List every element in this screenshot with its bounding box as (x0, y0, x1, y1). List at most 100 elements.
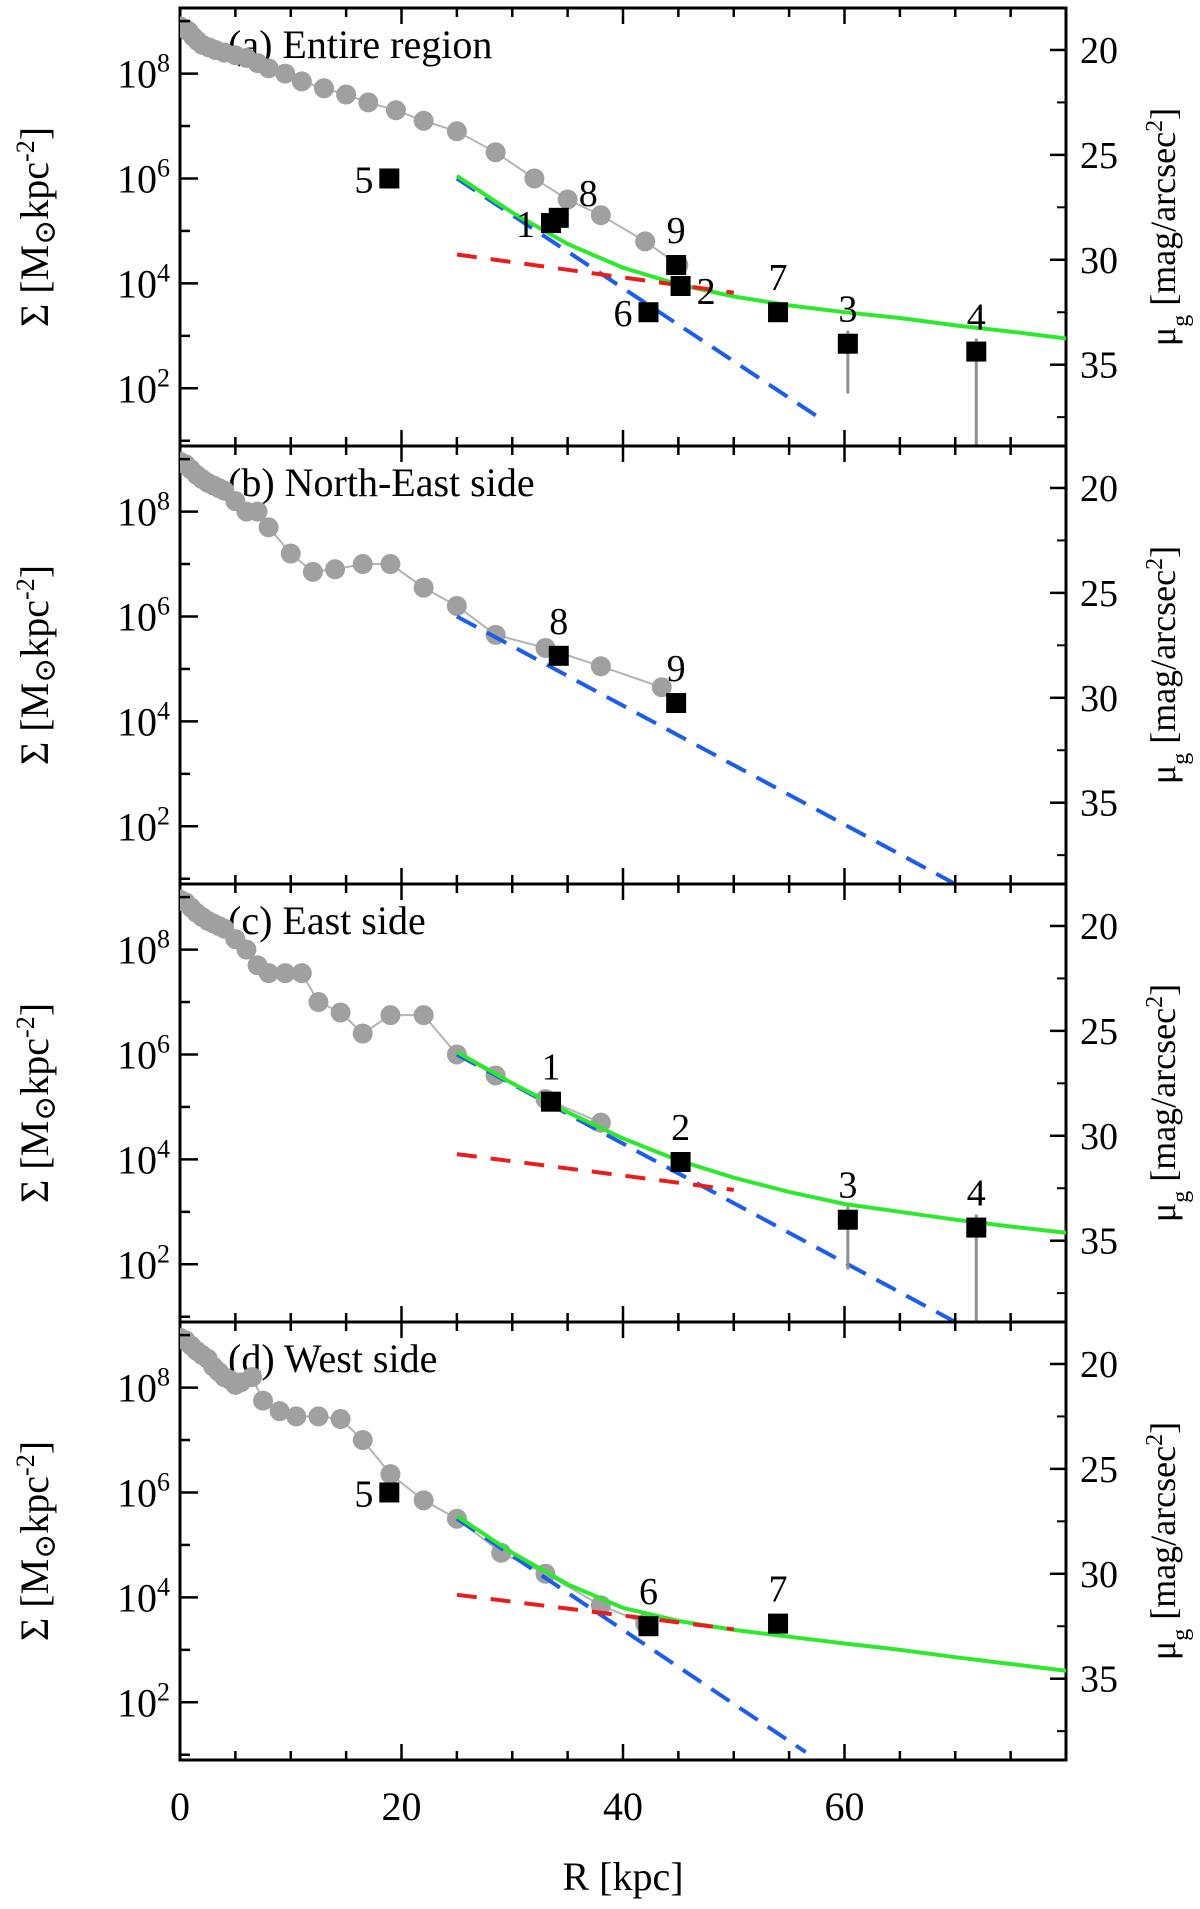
sun-symbol-icon: ⊙ (29, 220, 62, 245)
right-axis-title-part: μ (1143, 1203, 1183, 1222)
data-point-label: 7 (769, 257, 788, 299)
left-axis-title-part: Σ [M (12, 1121, 57, 1203)
profile-point (380, 554, 401, 575)
profile-point (635, 231, 656, 252)
sun-symbol-icon: ⊙ (29, 1096, 62, 1121)
data-point (666, 693, 687, 714)
profile-point (330, 1409, 351, 1430)
data-point (548, 645, 569, 666)
data-point-label: 8 (579, 173, 598, 215)
profile-point (413, 1490, 434, 1511)
right-axis-title-part: [mag/arcsec (1143, 570, 1183, 753)
right-tick-label: 25 (1080, 573, 1118, 615)
profile-point (258, 58, 279, 79)
profile-point (313, 78, 334, 99)
right-axis-title: μg [mag/arcsec2] (1142, 984, 1194, 1222)
x-axis-title: R [kpc] (562, 1854, 683, 1899)
y-tick-exponent: 2 (157, 363, 170, 392)
plot-area (180, 1327, 1066, 1754)
data-point-label: 6 (639, 1571, 658, 1613)
plot-area (180, 889, 1066, 1322)
panel-a-frame (178, 6, 1068, 448)
data-point (666, 255, 687, 276)
right-axis-title-part: [mag/arcsec (1143, 1008, 1183, 1191)
right-tick-label: 35 (1080, 1659, 1118, 1701)
sun-symbol-icon: ⊙ (29, 1534, 62, 1559)
profile-point (380, 1005, 401, 1026)
profile-point (446, 1044, 467, 1065)
left-axis-title-part: -2 (11, 1454, 40, 1476)
profile-point (291, 963, 312, 984)
x-tick-label: 40 (603, 1784, 643, 1829)
panel-d-frame (178, 1320, 1068, 1762)
y-tick-exponent: 2 (157, 1239, 170, 1268)
right-axis-title-part: g (1168, 1629, 1194, 1641)
right-axis-title-part: 2 (1142, 558, 1168, 570)
y-tick-exponent: 8 (157, 925, 170, 954)
profile-point (524, 168, 545, 189)
profile-point (557, 189, 578, 210)
right-axis-title: μg [mag/arcsec2] (1142, 108, 1194, 346)
y-tick-label: 106 (117, 1029, 170, 1077)
svg-text:μg [mag/arcsec2]: μg [mag/arcsec2] (1142, 108, 1194, 346)
right-axis-title-part: ] (1143, 984, 1183, 996)
y-tick-mantissa: 10 (117, 1137, 157, 1182)
panel-c-frame (178, 882, 1068, 1324)
profile-point (358, 92, 379, 113)
data-point (768, 302, 789, 323)
y-tick-label: 108 (117, 49, 170, 97)
data-point (837, 1209, 858, 1230)
svg-text:Σ [M⊙kpc-2]: Σ [M⊙kpc-2] (11, 127, 63, 327)
data-point-label: 8 (549, 601, 568, 643)
left-axis-title-part: kpc (12, 1038, 57, 1096)
data-point (541, 1091, 562, 1112)
inner-fit-line (455, 614, 957, 884)
profile-point (446, 121, 467, 142)
right-axis-title-part: μ (1143, 1641, 1183, 1660)
y-tick-exponent: 4 (157, 258, 170, 287)
profile-point (280, 543, 301, 564)
data-point-label: 4 (967, 297, 986, 339)
y-tick-mantissa: 10 (117, 1575, 157, 1620)
y-tick-exponent: 2 (157, 1677, 170, 1706)
data-point-label: 1 (542, 1047, 561, 1089)
data-point (768, 1613, 789, 1634)
panel-c: (c) East side Σ [M⊙kpc-2] μg [mag/arcsec… (11, 882, 1194, 1324)
y-tick-label: 106 (117, 591, 170, 639)
y-tick-mantissa: 10 (117, 699, 157, 744)
outer-fit-line (456, 252, 735, 295)
data-point-label: 5 (354, 1473, 373, 1515)
right-axis-title-part: ] (1143, 1422, 1183, 1434)
data-point-label: 4 (967, 1173, 986, 1215)
left-axis-title-part: ] (12, 1003, 57, 1016)
right-tick-label: 35 (1080, 345, 1118, 387)
y-tick-exponent: 4 (157, 1572, 170, 1601)
right-axis-title-part: g (1168, 753, 1194, 765)
profile-point (247, 501, 268, 522)
profile-point (258, 517, 279, 538)
right-axis-title-part: ] (1143, 108, 1183, 120)
svg-text:μg [mag/arcsec2]: μg [mag/arcsec2] (1142, 984, 1194, 1222)
left-axis-title-part: Σ [M (12, 245, 57, 327)
right-axis-title-part: g (1168, 315, 1194, 327)
data-point-label: 2 (671, 1107, 690, 1149)
profile-point (413, 110, 434, 131)
y-tick-label: 108 (117, 487, 170, 535)
profile-point (413, 577, 434, 598)
y-tick-exponent: 6 (157, 1467, 170, 1496)
profile-point (325, 559, 346, 580)
y-tick-exponent: 4 (157, 1134, 170, 1163)
right-axis-title-part: 2 (1142, 120, 1168, 132)
y-tick-label: 102 (117, 1677, 170, 1725)
y-tick-mantissa: 10 (117, 52, 157, 97)
profile-point (380, 1464, 401, 1485)
data-point-label: 9 (667, 210, 686, 252)
profile-point (352, 1430, 373, 1451)
profile-point (308, 992, 329, 1013)
profile-point (241, 1367, 262, 1388)
right-tick-label: 30 (1080, 240, 1118, 282)
plot-area (180, 451, 957, 884)
y-tick-mantissa: 10 (117, 366, 157, 411)
y-tick-label: 104 (117, 1134, 170, 1182)
profile-point (446, 595, 467, 616)
